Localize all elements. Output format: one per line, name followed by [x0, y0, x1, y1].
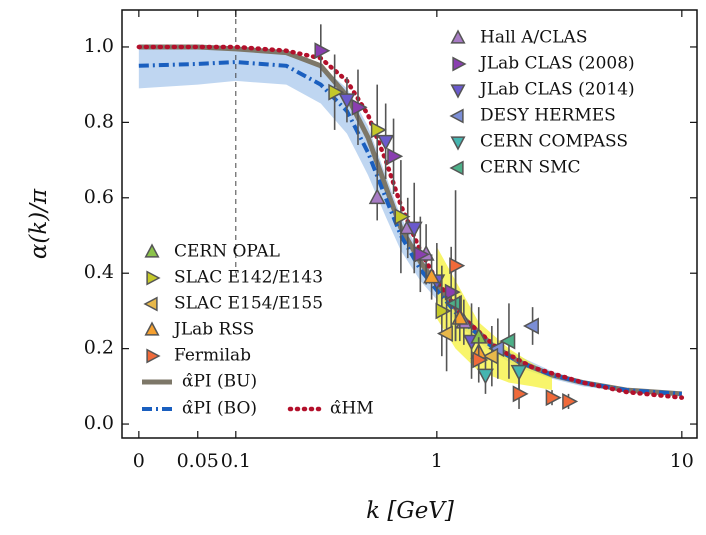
marker — [435, 302, 452, 320]
legend-label: CERN OPAL — [174, 242, 280, 262]
marker — [512, 385, 529, 403]
marker — [499, 332, 516, 350]
legend-marker — [449, 160, 464, 176]
x-tick-label: 0.1 — [221, 450, 251, 472]
marker — [444, 283, 461, 301]
legend-marker — [450, 29, 466, 44]
legend-label: SLAC E142/E143 — [174, 268, 323, 288]
marker — [328, 83, 345, 101]
x-tick-label: 10 — [670, 450, 694, 472]
legend-label: α̂HM — [330, 399, 374, 419]
marker — [545, 389, 562, 407]
marker — [449, 257, 466, 275]
legend-marker — [144, 243, 160, 258]
y-tick-label: 0.2 — [84, 337, 114, 359]
marker — [405, 221, 423, 238]
x-axis-label: k [GeV] — [366, 498, 454, 524]
legend-label: DESY HERMES — [480, 106, 616, 126]
marker — [510, 364, 528, 381]
y-tick-label: 1.0 — [84, 35, 114, 57]
marker — [562, 392, 579, 410]
band — [436, 246, 553, 391]
marker — [314, 42, 331, 60]
marker — [445, 294, 462, 312]
legend-label: CERN SMC — [480, 158, 581, 178]
legend-marker — [143, 296, 158, 312]
x-tick-label: 1 — [431, 450, 443, 472]
marker — [394, 208, 411, 226]
y-tick-label: 0.8 — [84, 110, 114, 132]
marker — [423, 267, 441, 284]
legend-marker — [452, 56, 467, 72]
legend-label: SLAC E154/E155 — [174, 294, 323, 314]
plot-frame — [121, 9, 698, 439]
band — [138, 46, 682, 396]
y-tick-label: 0.4 — [84, 261, 114, 283]
legend-label: Fermilab — [174, 346, 251, 366]
marker — [482, 347, 499, 365]
curve — [136, 44, 685, 400]
marker — [351, 98, 368, 116]
marker — [368, 188, 386, 205]
legend-label: CERN COMPASS — [480, 132, 628, 152]
y-axis-label: α(k)/π — [26, 188, 52, 259]
y-tick-label: 0.0 — [84, 412, 114, 434]
legend-marker — [450, 136, 466, 151]
legend-marker — [144, 321, 160, 336]
marker — [387, 147, 404, 165]
legend-marker — [146, 270, 161, 286]
marker — [436, 325, 453, 342]
x-tick-label: 0.05 — [177, 450, 219, 472]
marker — [477, 368, 494, 385]
y-tick-label: 0.6 — [84, 186, 114, 208]
legend-label: JLab CLAS (2008) — [478, 54, 635, 74]
marker — [472, 351, 489, 369]
legend-marker — [450, 84, 466, 99]
legend-label: Hall A/CLAS — [480, 28, 587, 48]
marker — [338, 93, 356, 110]
legend-label: α̂PI (BO) — [182, 399, 257, 419]
marker — [370, 121, 387, 139]
legend-marker — [146, 348, 161, 364]
marker — [377, 134, 395, 151]
x-tick-label: 0 — [133, 450, 145, 472]
legend-label: JLab CLAS (2014) — [478, 80, 635, 100]
legend-label: JLab RSS — [172, 320, 254, 340]
legend-marker — [449, 108, 464, 124]
legend-label: α̂PI (BU) — [182, 372, 257, 392]
marker — [522, 317, 539, 335]
